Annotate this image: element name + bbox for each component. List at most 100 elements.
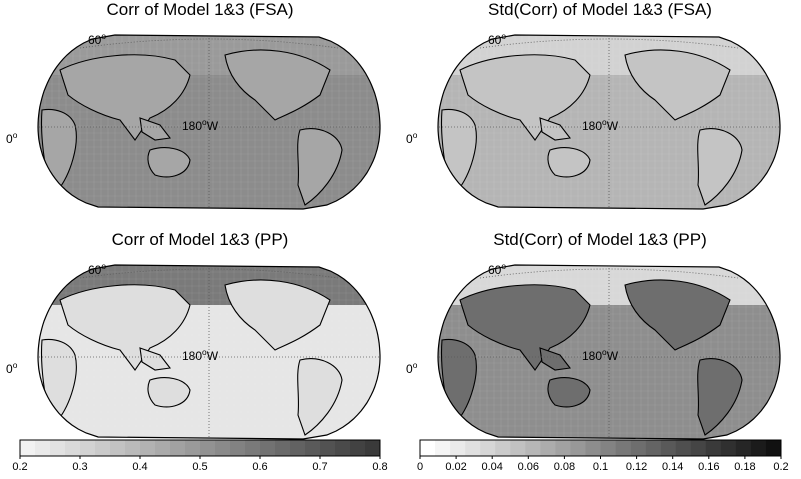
colorbar-tick-label: 0 [417,461,423,473]
colorbar-std: 0 0.02 0.04 0.06 0.08 0.1 0.12 0.14 0.16 0.18 0.2 [400,436,801,479]
parallel-60-line [79,38,339,49]
colorbar-swatch [510,440,526,456]
colorbar-swatch [170,440,186,456]
colorbar-swatch [365,440,381,456]
high-latitude-band [38,35,380,75]
colorbar-swatch [525,440,541,456]
parallel-60-line [479,268,739,279]
continent-asia [459,284,591,371]
map-outline [437,264,781,440]
colorbar-swatch [615,440,631,456]
colorbar-swatch [110,440,126,456]
map-panel-corr-pp: Corr of Model 1&3 (PP) 60o 0o 180oW [0,230,400,460]
colorbar-swatch [585,440,601,456]
continent-samerica [297,358,343,436]
colorbar-swatch [435,440,451,456]
continent-africa [440,108,477,191]
colorbar-swatch [20,440,36,456]
continent-samerica [697,358,743,436]
colorbar-swatch [350,440,366,456]
colorbar-swatch [570,440,586,456]
colorbar-swatch [215,440,231,456]
continent-asia [459,54,591,141]
continent-seasia [139,117,172,141]
colorbar-tick-label: 0.04 [481,461,502,473]
colorbar-tick-label: 0.1 [593,461,608,473]
colorbar-tick-label: 0.12 [626,461,647,473]
map-panel-std-fsa: Std(Corr) of Model 1&3 (FSA) 60o 0o 180oW [400,0,800,230]
colorbar-std-svg: 0 0.02 0.04 0.06 0.08 0.1 0.12 0.14 0.16 0.18 0.2 [417,439,789,473]
equator-label: 0o [6,130,18,146]
colorbar-swatch [275,440,291,456]
colorbar-tick-label: 0.3 [72,461,87,473]
colorbar-swatch [50,440,66,456]
colorbar-tick-label: 0.06 [518,461,539,473]
colorbar-swatch [245,440,261,456]
lat-60-label: 60o [488,31,506,47]
colorbar-swatch [480,440,496,456]
panel-title: Std(Corr) of Model 1&3 (FSA) [488,0,712,19]
colorbar-swatch [465,440,481,456]
colorbar-swatch [95,440,111,456]
map-std-fsa: 60o 0o 180oW [406,31,781,210]
colorbar-swatch [720,440,737,456]
map-outline [437,34,781,210]
continent-namerica [624,49,731,121]
colorbar-swatch [200,440,216,456]
colorbar-swatch [750,440,767,456]
map-outline [37,264,381,440]
colorbar-tick-label: 0.7 [312,461,327,473]
colorbar-swatch [290,440,306,456]
colorbar-swatch [260,440,276,456]
colorbar-swatch [420,440,436,456]
map-panel-std-pp: Std(Corr) of Model 1&3 (PP) 60o 0o 180oW [400,230,800,460]
map-corr-fsa: 60o 0o 180oW [6,31,381,210]
parallel-60-line [79,268,339,279]
colorbar-swatch [185,440,201,456]
colorbar-tick-label: 0.14 [662,461,683,473]
map-corr-pp: 60o 0o 180oW [6,261,381,440]
continent-africa [440,338,477,421]
parallel-60-line [479,38,739,49]
lon-180w-label: 180oW [582,347,619,363]
colorbar-corr-svg: 0.2 0.3 0.4 0.5 0.6 0.7 0.8 [12,439,388,473]
colorbar-swatch [80,440,96,456]
colorbar-swatch [125,440,141,456]
colorbar-tick-label: 0.4 [132,461,147,473]
colorbar-swatch [335,440,351,456]
colorbar-swatch [230,440,246,456]
colorbar-swatch [305,440,321,456]
continent-australia [147,377,191,408]
colorbar-swatch [705,440,722,456]
colorbar-swatch [600,440,616,456]
colorbar-swatch [320,440,336,456]
map-outline [37,34,381,210]
colorbar-swatch [65,440,81,456]
colorbar-swatch [675,440,692,456]
continent-seasia [539,347,572,371]
lon-180w-label: 180oW [582,117,619,133]
lon-180w-label: 180oW [182,347,219,363]
continent-namerica [624,279,731,351]
colorbar-tick-label: 0.18 [734,461,755,473]
continent-asia [59,54,191,141]
continent-samerica [697,128,743,206]
continent-africa [40,338,77,421]
colorbar-tick-label: 0.02 [445,461,466,473]
colorbar-swatch [690,440,707,456]
panel-title: Corr of Model 1&3 (FSA) [106,0,294,19]
lon-180w-label: 180oW [182,117,219,133]
colorbar-swatch [630,440,646,456]
colorbar-swatch [540,440,556,456]
continent-seasia [539,117,572,141]
equator-label: 0o [406,360,418,376]
colorbar-swatch [735,440,752,456]
colorbar-swatch [660,440,677,456]
equator-label: 0o [406,130,418,146]
panel-title: Corr of Model 1&3 (PP) [111,230,289,249]
colorbar-swatch [555,440,571,456]
lat-60-label: 60o [88,31,106,47]
continent-australia [147,147,191,178]
high-latitude-band [438,35,780,75]
lat-60-label: 60o [488,261,506,277]
